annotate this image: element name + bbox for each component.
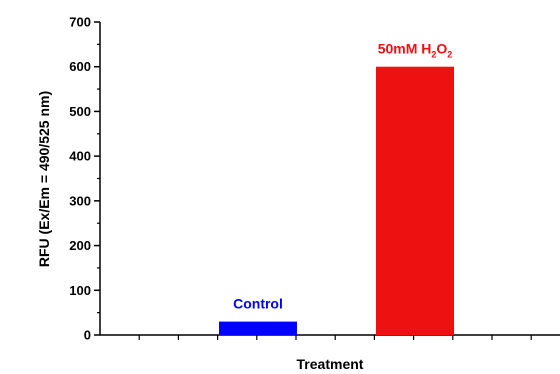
y-axis-title: RFU (Ex/Em = 490/525 nm) (36, 91, 52, 267)
bar-control (219, 321, 297, 335)
y-tick-label: 400 (69, 149, 91, 164)
bar-h2o2 (376, 66, 454, 335)
x-axis-title: Treatment (297, 356, 364, 372)
bar-labels: Control 50mM H2O2 (233, 41, 452, 312)
y-tick-label: 0 (84, 328, 91, 343)
bar-label-control: Control (233, 296, 283, 312)
y-tick-label: 700 (69, 15, 91, 30)
y-tick-label: 600 (69, 59, 91, 74)
y-tick-label: 500 (69, 104, 91, 119)
y-tick-label: 300 (69, 193, 91, 208)
axes: 0 100 200 300 400 500 600 700 (69, 15, 560, 343)
y-tick-label: 200 (69, 238, 91, 253)
bars (219, 66, 454, 335)
bar-label-h2o2: 50mM H2O2 (378, 41, 453, 60)
y-tick-label: 100 (69, 283, 91, 298)
